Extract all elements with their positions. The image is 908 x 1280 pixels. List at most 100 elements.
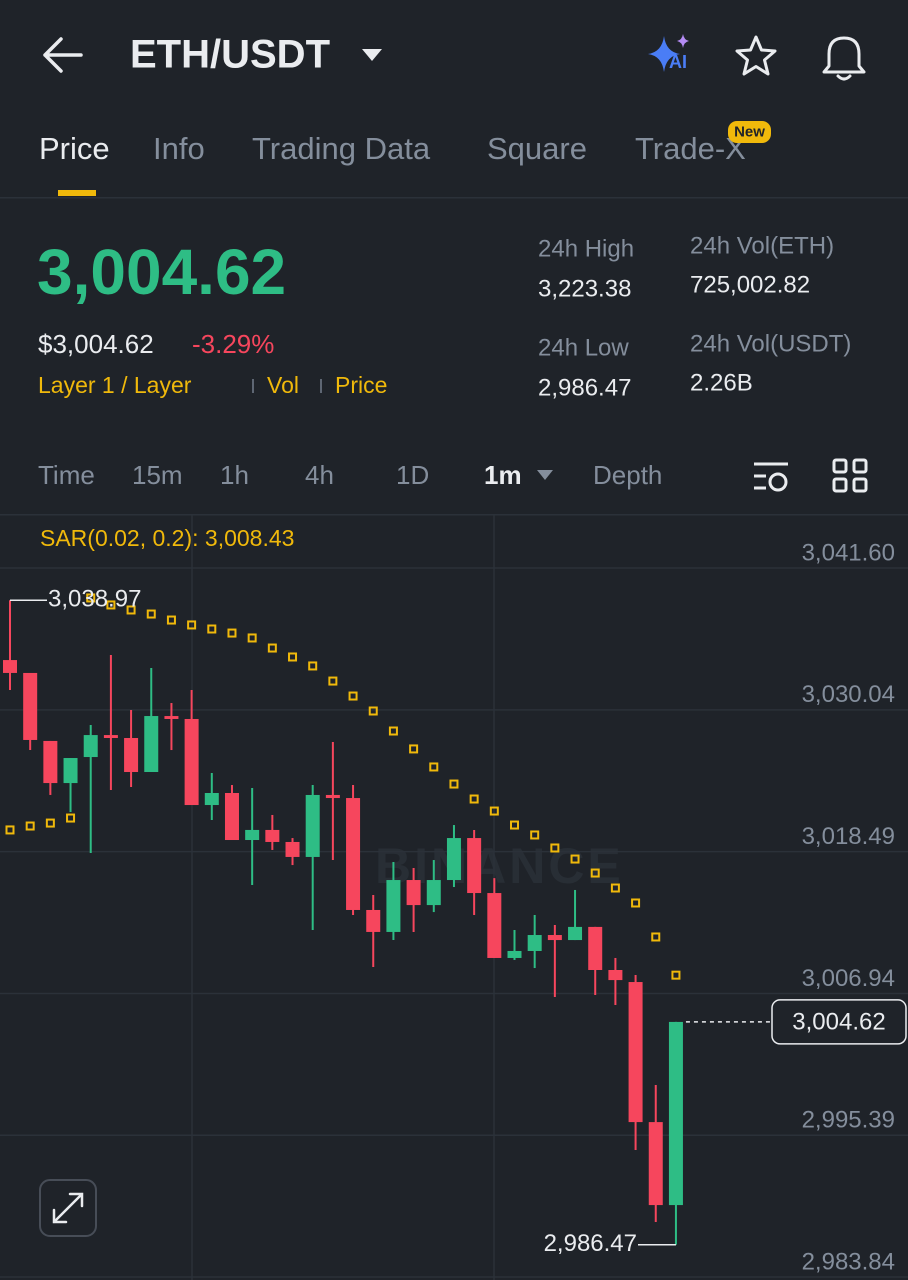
sar-dot	[449, 779, 459, 789]
sar-dot	[187, 620, 197, 630]
candle-body	[63, 758, 78, 784]
candle-body	[648, 1122, 663, 1206]
candle-body	[23, 672, 38, 740]
sar-dot	[631, 898, 641, 908]
new-badge-label: New	[734, 123, 765, 140]
candle-body	[446, 838, 461, 881]
tab[interactable]: Trading Data	[252, 131, 431, 166]
interval-dropdown[interactable]	[537, 470, 553, 480]
stat-label: 24h High	[538, 235, 634, 262]
candle-body	[467, 838, 482, 894]
tag[interactable]: Price	[335, 372, 387, 398]
current-price-tag	[771, 999, 907, 1045]
ai-button[interactable]	[648, 34, 689, 72]
sar-legend: SAR(0.02, 0.2): 3,008.43	[40, 525, 294, 551]
layout-cell	[832, 477, 848, 493]
layout-icon[interactable]	[832, 458, 868, 493]
indicator-settings-icon[interactable]	[754, 462, 788, 492]
sar-dot	[308, 661, 318, 671]
sar-dot	[267, 643, 277, 653]
ai-sparkle-small	[677, 34, 689, 48]
sar-dot	[247, 633, 257, 643]
sar-dot	[489, 806, 499, 816]
sar-dot	[429, 762, 439, 772]
candle-body	[547, 935, 562, 941]
sar-dot	[409, 744, 419, 754]
candle-body	[608, 970, 623, 981]
sar-dot	[510, 820, 519, 830]
candle-body	[668, 1021, 683, 1206]
interval[interactable]: 15m	[132, 460, 183, 490]
pair-title: ETH/USDT	[130, 33, 330, 77]
candle-body	[487, 893, 502, 958]
layout-cell	[852, 477, 868, 493]
current-price-label: 3,004.62	[792, 1008, 885, 1035]
favorite-icon[interactable]	[735, 35, 777, 76]
alert-icon[interactable]	[822, 36, 866, 81]
candle-body	[588, 926, 603, 971]
candle-body	[3, 660, 17, 673]
candle-body	[265, 829, 280, 842]
candle-body	[325, 794, 340, 799]
ai-label[interactable]: AI	[669, 52, 687, 72]
candle-body	[83, 735, 98, 758]
interval[interactable]: 4h	[305, 460, 334, 490]
divider	[0, 514, 908, 516]
stat-value: 2,986.47	[538, 374, 631, 401]
sar-dot	[146, 609, 156, 619]
tab[interactable]: Square	[487, 131, 587, 166]
sar-dot	[651, 932, 661, 942]
sar-dot	[66, 813, 76, 823]
interval[interactable]: 1D	[396, 460, 429, 490]
stat-value: 725,002.82	[690, 271, 810, 298]
sar-dot	[288, 652, 298, 662]
candle-body	[426, 880, 441, 906]
tab[interactable]: Price	[39, 131, 110, 166]
sar-dot	[570, 854, 580, 864]
back-arrow	[43, 37, 83, 73]
fullscreen-arrows	[52, 1192, 84, 1224]
sar-dot	[5, 825, 15, 835]
tag[interactable]: Vol	[267, 372, 299, 398]
candle-body	[103, 735, 118, 739]
sar-dot	[106, 600, 116, 610]
bell-clapper	[836, 74, 852, 81]
y-tick-label: 3,030.04	[802, 681, 895, 708]
tag[interactable]: Layer 1 / Layer	[38, 372, 192, 398]
y-tick-label: 3,041.60	[802, 539, 895, 566]
candle-body	[346, 798, 361, 910]
candle-body	[144, 716, 159, 773]
fullscreen-button[interactable]	[39, 1179, 97, 1237]
candle-body	[43, 740, 58, 784]
title-dropdown[interactable]	[362, 49, 382, 61]
tab[interactable]: Info	[153, 131, 205, 166]
ai-sparkle	[648, 36, 680, 72]
candle-body	[305, 794, 320, 857]
y-tick-label: 2,983.84	[802, 1248, 895, 1275]
sar-dot	[328, 676, 338, 686]
bell	[822, 36, 866, 74]
interval[interactable]: 1h	[220, 460, 249, 490]
price-change: -3.29%	[192, 329, 274, 359]
candle-body	[245, 829, 260, 841]
sar-dot	[207, 624, 217, 634]
tab[interactable]: Trade-X	[635, 131, 746, 166]
sar-dot	[530, 830, 540, 840]
candle-body	[568, 926, 583, 941]
back-button[interactable]	[43, 37, 83, 73]
interval[interactable]: Time	[38, 460, 95, 490]
stat-label: 24h Vol(ETH)	[690, 232, 834, 259]
interval[interactable]: Depth	[593, 460, 662, 490]
sar-dot	[590, 868, 600, 878]
sar-dot	[126, 605, 136, 615]
layout-cell	[832, 458, 848, 474]
candle-body	[164, 716, 179, 719]
candle-body	[386, 880, 401, 932]
sar-dot	[610, 883, 620, 893]
sar-dot	[25, 821, 35, 831]
active-tab-indicator	[58, 190, 96, 196]
interval[interactable]: 1m	[484, 460, 522, 490]
sar-dot	[227, 628, 237, 638]
